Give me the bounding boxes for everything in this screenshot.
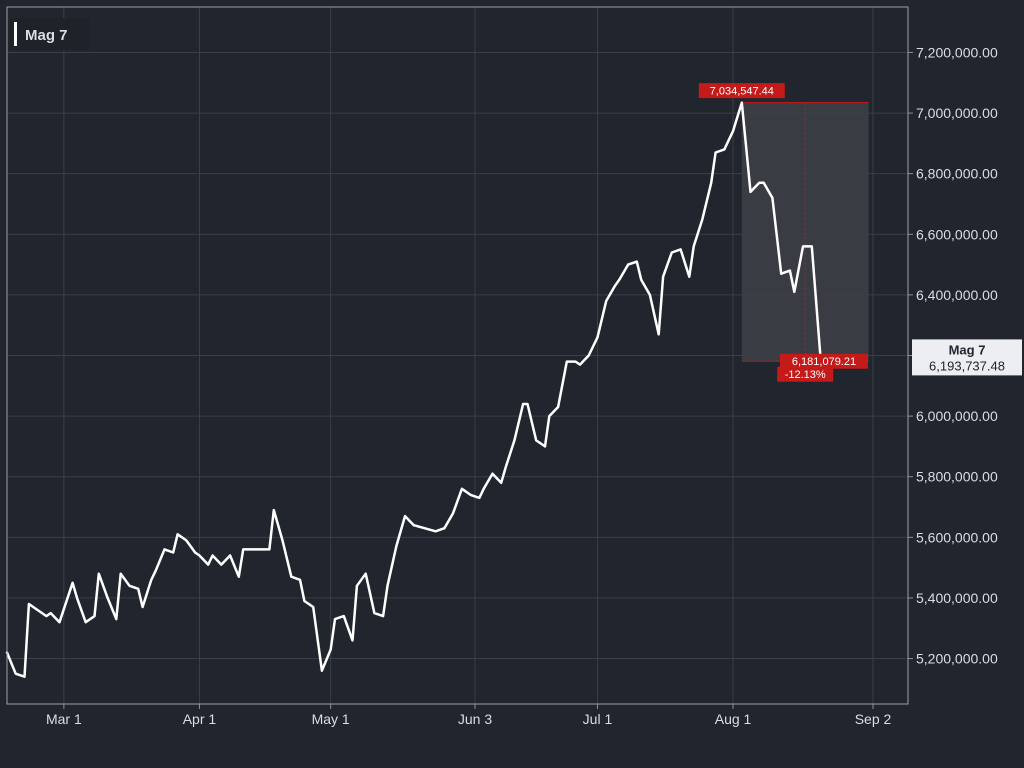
measure-low-label: 6,181,079.21: [792, 356, 856, 368]
legend-box: [10, 18, 90, 50]
measure-change-label: -12.13%: [785, 369, 826, 381]
y-tick-label-3: 5,800,000.00: [916, 469, 998, 485]
grid-lines: [7, 7, 908, 704]
last-value-tag: [912, 339, 1022, 376]
legend-color-swatch: [14, 22, 17, 46]
legend[interactable]: Mag 7: [10, 18, 90, 50]
x-tick-label-4: Jul 1: [583, 711, 613, 727]
y-tick-label-9: 7,000,000.00: [916, 105, 998, 121]
x-tick-label-2: May 1: [312, 711, 350, 727]
last-value-price: 6,193,737.48: [929, 358, 1005, 373]
legend-label: Mag 7: [25, 27, 68, 44]
y-tick-label-1: 5,400,000.00: [916, 590, 998, 606]
y-tick-label-6: 6,400,000.00: [916, 287, 998, 303]
measure-high-label: 7,034,547.44: [710, 86, 774, 98]
y-tick-label-8: 6,800,000.00: [916, 166, 998, 182]
y-tick-label-4: 6,000,000.00: [916, 408, 998, 424]
measure-tool[interactable]: [741, 102, 869, 362]
x-tick-label-1: Apr 1: [183, 711, 217, 727]
measure-change-label-bg: [777, 366, 834, 382]
measure-low-label-bg: [780, 353, 868, 369]
measure-high-label-bg: [698, 83, 785, 99]
plot-frame: [6, 6, 909, 705]
y-tick-label-7: 6,600,000.00: [916, 226, 998, 242]
x-tick-label-0: Mar 1: [46, 711, 82, 727]
last-value-name: Mag 7: [949, 342, 986, 357]
x-tick-label-6: Sep 2: [855, 711, 892, 727]
y-tick-label-10: 7,200,000.00: [916, 44, 998, 60]
x-tick-label-3: Jun 3: [458, 711, 492, 727]
y-tick-label-2: 5,600,000.00: [916, 529, 998, 545]
price-labels: 7,034,547.44 -12.13%6,181,079.21 Mag 76,19…: [698, 83, 1022, 382]
y-tick-label-0: 5,200,000.00: [916, 651, 998, 667]
x-tick-label-5: Aug 1: [715, 711, 752, 727]
measure-range-box[interactable]: [741, 102, 869, 362]
series-line-0: [5, 101, 822, 678]
series-layer: [5, 101, 822, 678]
